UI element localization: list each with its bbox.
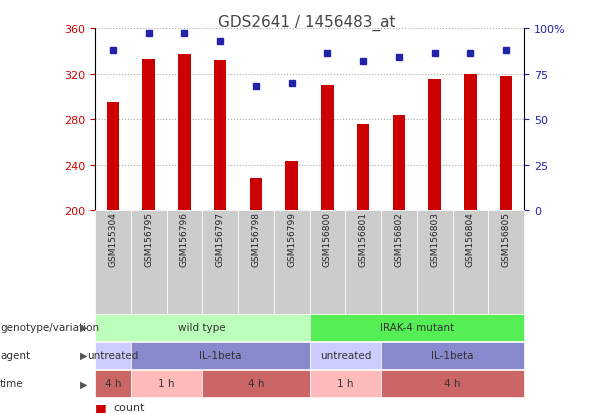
Text: GSM156802: GSM156802 — [394, 211, 403, 266]
Text: 1 h: 1 h — [158, 378, 175, 389]
Text: GSM156795: GSM156795 — [144, 211, 153, 266]
Bar — [286, 162, 298, 211]
Bar — [357, 124, 370, 211]
Text: GSM156805: GSM156805 — [501, 211, 511, 266]
Text: 1 h: 1 h — [337, 378, 354, 389]
Bar — [107, 103, 119, 211]
Bar — [500, 77, 512, 211]
Text: GSM156798: GSM156798 — [251, 211, 261, 266]
Text: GSM156803: GSM156803 — [430, 211, 440, 266]
Text: ■: ■ — [95, 401, 107, 413]
Bar — [393, 115, 405, 211]
Text: GSM155304: GSM155304 — [109, 211, 118, 266]
Text: 4 h: 4 h — [444, 378, 461, 389]
Text: GSM156796: GSM156796 — [180, 211, 189, 266]
Text: genotype/variation: genotype/variation — [0, 322, 99, 332]
Text: ▶: ▶ — [80, 322, 88, 332]
Text: GDS2641 / 1456483_at: GDS2641 / 1456483_at — [218, 14, 395, 31]
Bar — [214, 61, 226, 211]
Text: time: time — [0, 378, 24, 389]
Text: GSM156801: GSM156801 — [359, 211, 368, 266]
Text: GSM156804: GSM156804 — [466, 211, 475, 266]
Bar — [464, 74, 477, 211]
Text: GSM156800: GSM156800 — [323, 211, 332, 266]
Text: agent: agent — [0, 350, 30, 361]
Text: 4 h: 4 h — [248, 378, 264, 389]
Bar — [428, 80, 441, 211]
Text: GSM156797: GSM156797 — [216, 211, 225, 266]
Text: 4 h: 4 h — [105, 378, 121, 389]
Text: GSM156799: GSM156799 — [287, 211, 296, 266]
Text: count: count — [113, 402, 145, 412]
Bar — [178, 55, 191, 211]
Text: IRAK-4 mutant: IRAK-4 mutant — [380, 322, 454, 332]
Bar — [142, 59, 155, 211]
Text: wild type: wild type — [178, 322, 226, 332]
Text: untreated: untreated — [319, 350, 371, 361]
Bar — [321, 86, 333, 211]
Bar — [249, 179, 262, 211]
Text: ▶: ▶ — [80, 378, 88, 389]
Text: IL-1beta: IL-1beta — [432, 350, 474, 361]
Text: untreated: untreated — [87, 350, 139, 361]
Text: ▶: ▶ — [80, 350, 88, 361]
Text: IL-1beta: IL-1beta — [199, 350, 242, 361]
